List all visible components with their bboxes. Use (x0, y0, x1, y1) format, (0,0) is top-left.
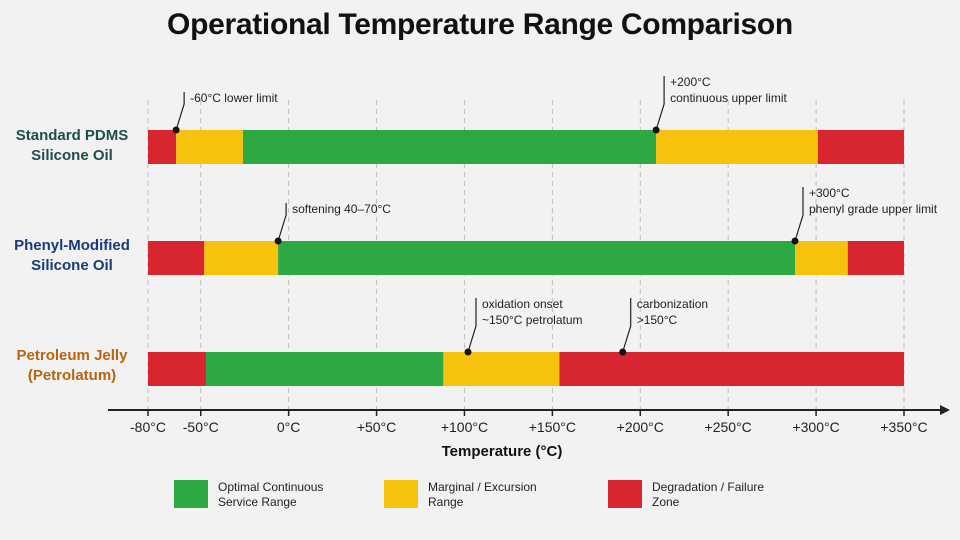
bar-segment-row2-3-red (559, 352, 904, 386)
row-label-petrolatum: Petroleum Jelly (Petrolatum) (0, 346, 144, 386)
x-tick-label-1: -50°C (183, 419, 219, 435)
bar-segment-row0-3-yellow (656, 130, 818, 164)
annotation-text-3-0: +300°C (809, 186, 850, 200)
annotation-dot-2 (274, 237, 282, 245)
legend-optimal-line2: Service Range (218, 495, 297, 509)
annotation-text-3-1: phenyl grade upper limit (809, 202, 938, 216)
row-label-petrolatum-line1: Petroleum Jelly (16, 347, 128, 364)
annotation-leader-0 (175, 92, 185, 131)
annotation-text-5-0: carbonization (637, 297, 708, 311)
legend-swatch-marginal (384, 480, 418, 508)
row-label-phenyl-line2: Silicone Oil (31, 257, 113, 274)
annotation-dot-3 (791, 237, 799, 245)
annotation-text-4-1: ~150°C petrolatum (482, 313, 583, 327)
x-tick-label-0: -80°C (130, 419, 166, 435)
annotation-dot-0 (172, 126, 180, 134)
annotation-text-1-0: +200°C (670, 75, 711, 89)
annotation-dot-1 (652, 126, 660, 134)
annotation-leader-4 (467, 298, 477, 353)
x-tick-label-3: +50°C (357, 419, 396, 435)
row-label-pdms: Standard PDMS Silicone Oil (0, 126, 144, 166)
annotation-leader-3 (794, 187, 804, 242)
annotation-text-0-0: -60°C lower limit (190, 91, 278, 105)
bar-segment-row0-2-green (242, 130, 657, 164)
x-tick-label-6: +200°C (617, 419, 664, 435)
legend-text-failure: Degradation / Failure Zone (652, 480, 782, 510)
bar-segment-row1-4-red (847, 241, 904, 275)
bar-segment-row0-1-yellow (176, 130, 243, 164)
row-label-pdms-line1: Standard PDMS (15, 127, 129, 144)
x-tick-label-5: +150°C (529, 419, 576, 435)
bar-segment-row0-4-red (817, 130, 904, 164)
legend-optimal-line1: Optimal Continuous (218, 480, 324, 494)
x-tick-label-4: +100°C (441, 419, 488, 435)
legend-swatch-failure (608, 480, 642, 508)
x-tick-label-9: +350°C (880, 419, 927, 435)
annotation-leader-5 (622, 298, 632, 353)
legend-text-optimal: Optimal Continuous Service Range (218, 480, 348, 510)
annotation-text-5-1: >150°C (637, 313, 678, 327)
bar-segment-row1-2-green (278, 241, 795, 275)
row-label-phenyl-line1: Phenyl-Modified (14, 237, 130, 254)
legend-item-failure: Degradation / Failure Zone (608, 480, 782, 510)
row-label-pdms-line2: Silicone Oil (31, 147, 113, 164)
legend-marginal-line1: Marginal / Excursion (428, 480, 537, 494)
annotation-dot-4 (464, 348, 472, 356)
bar-segment-row2-1-green (206, 352, 444, 386)
row-label-petrolatum-line2: (Petrolatum) (27, 367, 117, 384)
annotation-leader-1 (655, 76, 665, 131)
legend-failure-line1: Degradation / Failure (652, 480, 765, 494)
bar-segment-row1-0-red (148, 241, 205, 275)
chart-title: Operational Temperature Range Comparison (167, 8, 793, 41)
bar-segment-row2-2-yellow (443, 352, 560, 386)
annotation-leader-2 (277, 203, 287, 242)
legend-item-marginal: Marginal / Excursion Range (384, 480, 558, 510)
legend-swatch-optimal (174, 480, 208, 508)
annotation-text-4-0: oxidation onset (482, 297, 563, 311)
annotation-text-2-0: softening 40–70°C (292, 202, 391, 216)
legend-failure-line2: Zone (652, 495, 680, 509)
annotation-dot-5 (619, 348, 627, 356)
row-label-phenyl: Phenyl-Modified Silicone Oil (0, 236, 144, 276)
x-axis-label: Temperature (°C) (442, 443, 563, 460)
x-tick-label-2: 0°C (277, 419, 301, 435)
bar-segment-row2-0-red (148, 352, 207, 386)
bar-segment-row1-1-yellow (204, 241, 279, 275)
legend-item-optimal: Optimal Continuous Service Range (174, 480, 348, 510)
legend-text-marginal: Marginal / Excursion Range (428, 480, 558, 510)
x-tick-label-8: +300°C (792, 419, 839, 435)
bar-segment-row0-0-red (148, 130, 177, 164)
x-axis-arrow (940, 405, 950, 415)
bar-segment-row1-3-yellow (794, 241, 848, 275)
x-tick-label-7: +250°C (705, 419, 752, 435)
legend-marginal-line2: Range (428, 495, 464, 509)
annotation-text-1-1: continuous upper limit (670, 91, 787, 105)
